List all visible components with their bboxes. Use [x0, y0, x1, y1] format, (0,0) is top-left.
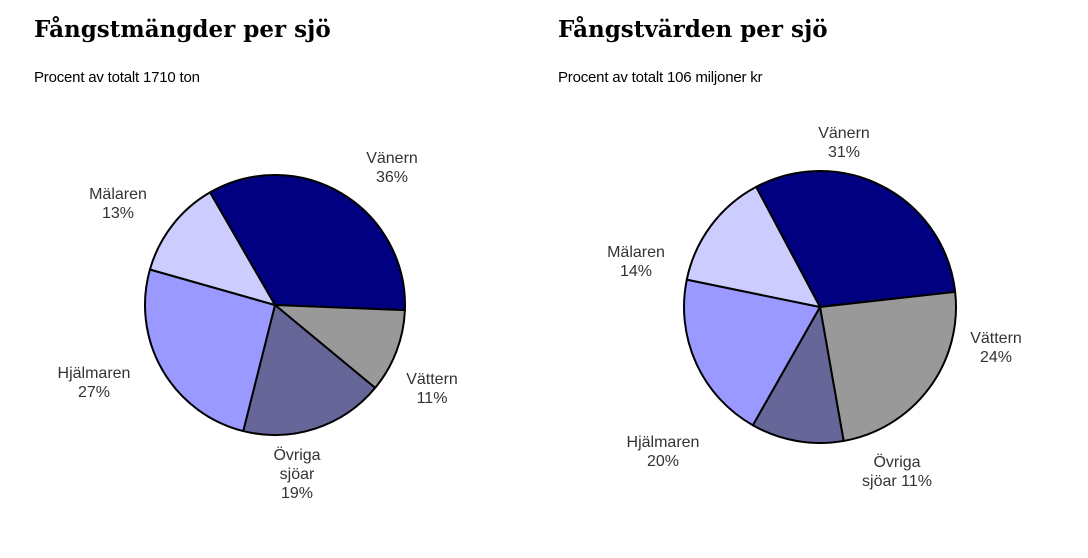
- pie-slice: [683, 278, 821, 427]
- slice-label: Vättern 24%: [970, 330, 1022, 366]
- pie-chart-catch-volume: Vänern 36% Vättern 11% Övriga sjöar 19% Hjälmar…: [58, 150, 458, 502]
- slice-label: Vättern 11%: [406, 371, 458, 407]
- slice-label: Hjälmaren 20%: [627, 434, 700, 470]
- slice-label: Övriga sjöar 19%: [273, 446, 320, 502]
- chart-subtitle: Procent av totalt 106 miljoner kr: [558, 69, 763, 86]
- pie-slice: [148, 191, 276, 306]
- pie-slice: [274, 304, 406, 389]
- pie-slice: [144, 268, 276, 433]
- slice-label: Mälaren 14%: [607, 244, 665, 280]
- pie-slice: [819, 290, 957, 442]
- pie-slice: [755, 170, 957, 308]
- slice-label: Vänern 31%: [818, 125, 870, 161]
- pie-slice: [685, 185, 821, 308]
- chart-right: Fångstvärden per sjö Procent av totalt 1…: [528, 0, 1088, 558]
- chart-title: Fångstvärden per sjö: [558, 16, 828, 43]
- slice-label: Övriga sjöar 11%: [862, 453, 932, 490]
- slice-label: Vänern 36%: [366, 150, 418, 186]
- chart-subtitle: Procent av totalt 1710 ton: [34, 69, 200, 86]
- chart-left: Fångstmängder per sjö Procent av totalt …: [0, 0, 540, 558]
- chart-title: Fångstmängder per sjö: [34, 16, 331, 43]
- slice-label: Hjälmaren 27%: [58, 365, 131, 401]
- slice-label: Mälaren 13%: [89, 186, 147, 222]
- pie-slice: [242, 304, 377, 436]
- pie-chart-catch-value: Vänern 31% Vättern 24% Övriga sjöar 11% Hjälma…: [607, 125, 1022, 490]
- pie-slice: [751, 306, 845, 444]
